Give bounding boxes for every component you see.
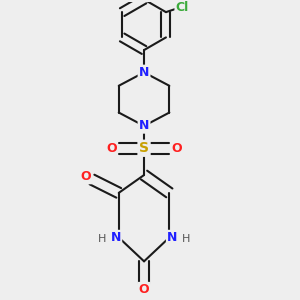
Text: O: O [81,170,91,183]
Text: Cl: Cl [176,1,189,14]
Text: S: S [139,141,149,155]
Text: N: N [139,119,149,132]
Text: H: H [98,234,106,244]
Text: O: O [106,142,117,155]
Text: N: N [167,231,178,244]
Text: H: H [182,234,190,244]
Text: N: N [111,231,121,244]
Text: O: O [172,142,182,155]
Text: N: N [139,66,149,79]
Text: O: O [139,283,149,296]
